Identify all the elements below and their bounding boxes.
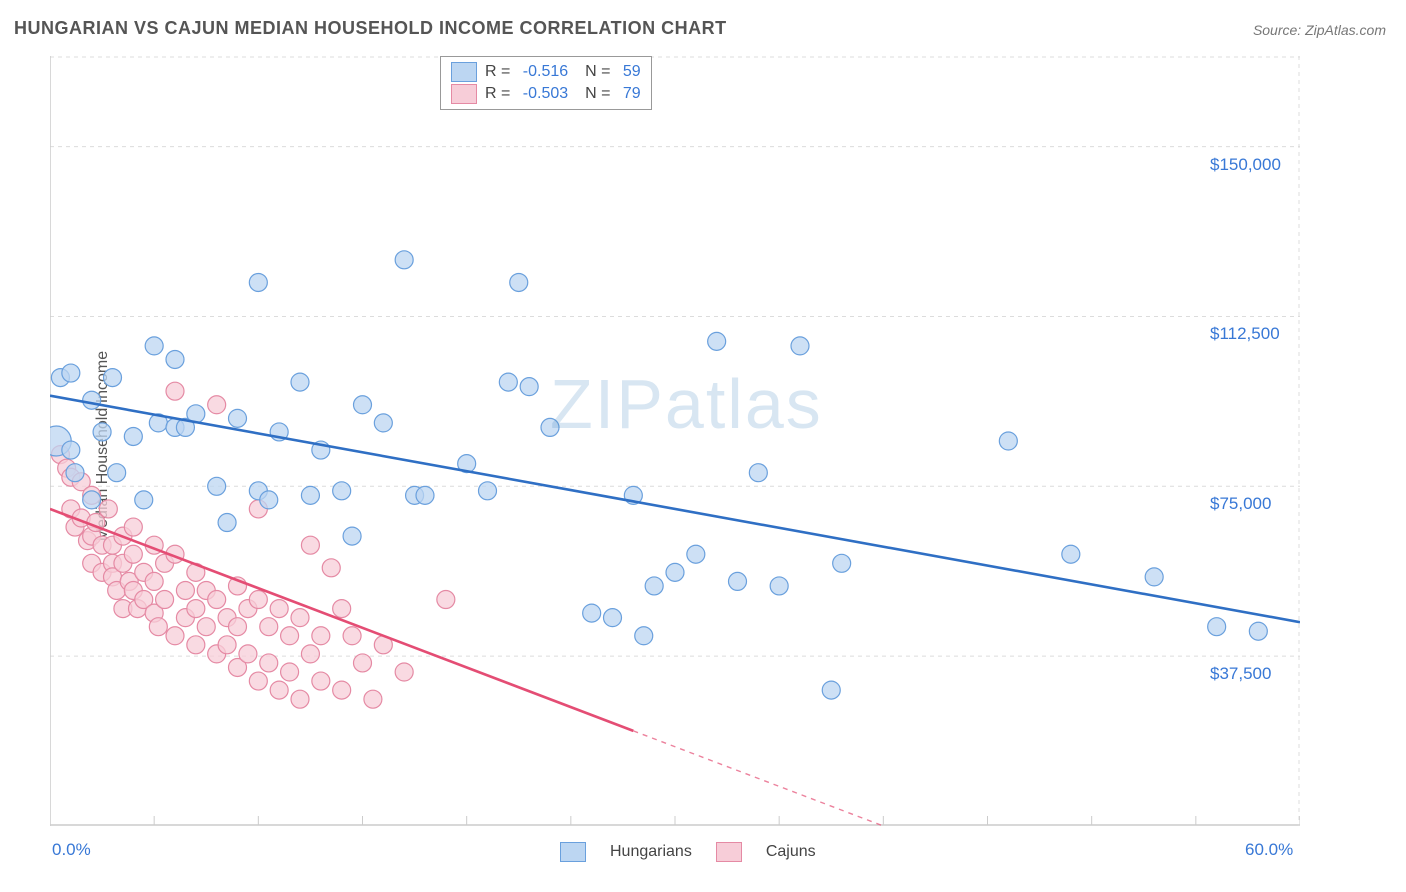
swatch-hungarians: [451, 62, 477, 82]
legend-n-hungarians: 59: [623, 63, 641, 81]
swatch-hungarians: [560, 842, 586, 862]
legend-n-cajuns: 79: [623, 85, 641, 103]
legend-row-cajuns: R = -0.503 N = 79: [451, 83, 641, 105]
legend-n-label: N =: [576, 85, 615, 103]
series-label-hungarians: Hungarians: [610, 843, 692, 861]
source-attribution: Source: ZipAtlas.com: [1253, 22, 1386, 38]
y-tick-label: $150,000: [1210, 155, 1281, 175]
chart-title: HUNGARIAN VS CAJUN MEDIAN HOUSEHOLD INCO…: [14, 18, 727, 39]
legend-row-hungarians: R = -0.516 N = 59: [451, 61, 641, 83]
legend-n-label: N =: [576, 63, 615, 81]
series-label-cajuns: Cajuns: [766, 843, 816, 861]
swatch-cajuns: [451, 84, 477, 104]
legend-r-label: R =: [485, 63, 515, 81]
scatter-plot: [50, 56, 1300, 826]
swatch-cajuns: [716, 842, 742, 862]
y-tick-label: $75,000: [1210, 494, 1271, 514]
y-tick-label: $112,500: [1210, 324, 1280, 344]
correlation-legend: R = -0.516 N = 59 R = -0.503 N = 79: [440, 56, 652, 110]
y-tick-label: $37,500: [1210, 664, 1271, 684]
legend-r-cajuns: -0.503: [523, 85, 568, 103]
x-tick-min: 0.0%: [52, 840, 91, 860]
legend-r-label: R =: [485, 85, 515, 103]
series-legend: Hungarians Cajuns: [560, 842, 816, 862]
legend-r-hungarians: -0.516: [523, 63, 568, 81]
x-tick-max: 60.0%: [1245, 840, 1293, 860]
